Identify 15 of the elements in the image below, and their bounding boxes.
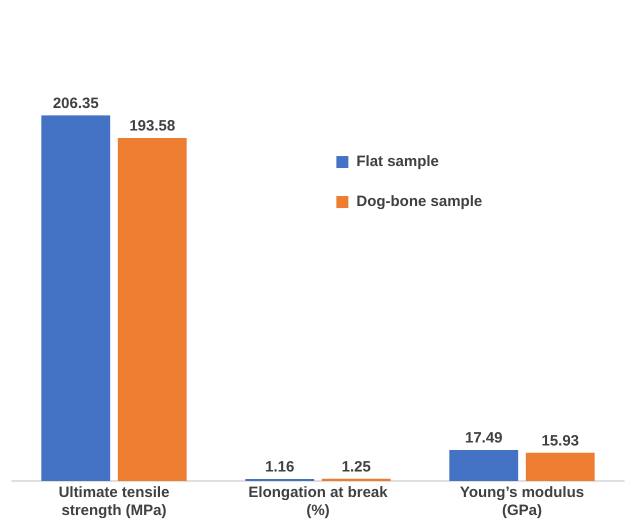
bar xyxy=(41,115,110,481)
data-label: 1.16 xyxy=(265,458,294,476)
x-tick-label: Young’s modulus (GPa) xyxy=(460,484,584,520)
bar xyxy=(526,452,595,481)
x-tick-label: Elongation at break (%) xyxy=(248,484,388,520)
legend-label: Dog-bone sample xyxy=(356,193,482,210)
x-tick-label: Ultimate tensile strength (MPa) xyxy=(58,484,170,520)
data-label: 206.35 xyxy=(52,94,99,112)
data-label: 193.58 xyxy=(129,118,176,135)
bar xyxy=(118,138,187,481)
bar xyxy=(449,450,518,481)
data-label: 17.49 xyxy=(464,430,503,447)
data-label: 1.25 xyxy=(342,458,371,476)
legend-label: Flat sample xyxy=(356,153,439,170)
data-label: 15.93 xyxy=(541,432,580,450)
